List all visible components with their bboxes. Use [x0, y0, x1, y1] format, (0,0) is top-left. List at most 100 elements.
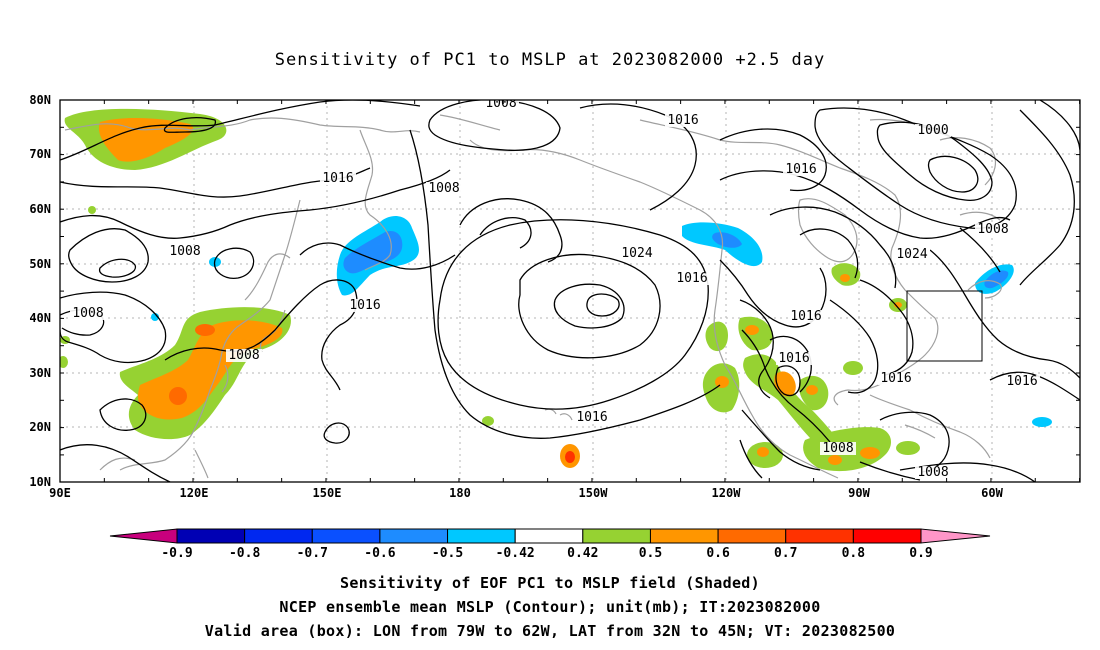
contour-label-bg [574, 411, 610, 424]
lon-tick-label: 150E [313, 486, 342, 500]
contour-label-bg [915, 124, 951, 137]
lon-tick-label: 120E [180, 486, 209, 500]
lon-tick-label: 60W [981, 486, 1003, 500]
contour-label-bg [167, 245, 203, 258]
contour-label-bg [347, 299, 383, 312]
contour-label-bg [426, 182, 462, 195]
lat-tick-label: 20N [29, 420, 51, 434]
contour-label: 1016 [667, 113, 698, 128]
lat-tick-label: 10N [29, 475, 51, 489]
negative-patch [984, 270, 1009, 289]
colorbar: -0.9 -0.8 -0.7 -0.6 -0.5 -0.42 0.42 0.5 0.6 0.7 0.… [109, 528, 991, 561]
contour-label: 1008 [169, 244, 200, 259]
contour-label: 1008 [917, 465, 948, 480]
contour-label: 1016 [1006, 374, 1037, 389]
axis-ticks [59, 99, 1081, 482]
lat-tick-label: 70N [29, 147, 51, 161]
contour-label-bg [70, 307, 106, 320]
colorbar-segment [649, 528, 719, 544]
contour-label: 1016 [880, 371, 911, 386]
lon-tick-label: 120W [712, 486, 742, 500]
contour-label-bg [894, 248, 930, 261]
colorbar-label: -0.6 [364, 546, 395, 561]
contour-label: 1008 [485, 96, 516, 111]
negative-patch [343, 230, 403, 274]
lon-tick-label: 150W [579, 486, 609, 500]
contour-label: 1008 [977, 222, 1008, 237]
contour-label-bg [665, 114, 701, 127]
contour-label-bg [975, 223, 1011, 236]
colorbar-segment [311, 528, 381, 544]
caption-line-1: Sensitivity of EOF PC1 to MSLP field (Sh… [340, 574, 760, 592]
lat-tick-label: 30N [29, 366, 51, 380]
contour-label-bg [674, 272, 710, 285]
positive-patch [828, 455, 842, 465]
contour-label: 1000 [917, 123, 948, 138]
contour-label: 1016 [322, 171, 353, 186]
contour-labels: 1008 1016 1008 1000 1016 1016 1008 1008 1024 1024… [70, 96, 1040, 480]
lon-tick-label: 90E [49, 486, 71, 500]
colorbar-segment [717, 528, 787, 544]
positive-patch [169, 387, 187, 405]
positive-patch [757, 447, 769, 457]
colorbar-label: -0.8 [229, 546, 260, 561]
colorbar-label: 0.6 [706, 546, 730, 561]
colorbar-label: -0.42 [496, 546, 535, 561]
positive-patch [843, 361, 863, 375]
colorbar-label: 0.8 [842, 546, 866, 561]
contour-label-bg [820, 442, 856, 455]
contour-label: 1016 [676, 271, 707, 286]
contour-label: 1016 [778, 351, 809, 366]
sensitivity-shading [60, 108, 1052, 472]
contour-label: 1016 [790, 309, 821, 324]
contour-label: 1008 [72, 306, 103, 321]
contour-label: 1016 [349, 298, 380, 313]
colorbar-label: 0.7 [774, 546, 797, 561]
caption-line-3: Valid area (box): LON from 79W to 62W, L… [204, 622, 896, 640]
colorbar-label: 0.5 [639, 546, 662, 561]
contour-label-bg [783, 163, 819, 176]
contour-label: 1008 [822, 441, 853, 456]
positive-patch [88, 206, 96, 214]
contour-label-bg [619, 247, 655, 260]
positive-patch [745, 325, 759, 335]
contour-label: 1008 [428, 181, 459, 196]
positive-patch [840, 274, 850, 282]
positive-patch [60, 356, 68, 368]
colorbar-segment [379, 528, 449, 544]
positive-patch [894, 302, 902, 308]
positive-patch [705, 321, 728, 352]
colorbar-segment [785, 528, 854, 544]
positive-patch [195, 324, 215, 336]
contour-label-bg [1004, 375, 1040, 388]
contour-label-bg [788, 310, 824, 323]
contour-label-bg [776, 352, 812, 365]
colorbar-segment [176, 528, 246, 544]
lon-tick-label: 90W [848, 486, 870, 500]
contour-label: 1016 [576, 410, 607, 425]
colorbar-label: -0.5 [432, 546, 463, 561]
colorbar-segment [582, 528, 651, 544]
contour-label-bg [878, 372, 914, 385]
contour-label-bg [483, 100, 519, 110]
positive-patch [806, 385, 818, 395]
colorbar-segment [514, 528, 584, 544]
colorbar-segment [244, 528, 313, 544]
positive-patch [565, 451, 575, 463]
contour-label-bg [226, 349, 262, 362]
chart-title: Sensitivity of PC1 to MSLP at 2023082000… [274, 50, 826, 70]
colorbar-label: 0.9 [909, 546, 932, 561]
valid-area-box [906, 290, 983, 362]
positive-patch [743, 354, 840, 447]
caption-line-2: NCEP ensemble mean MSLP (Contour); unit(… [279, 598, 821, 616]
colorbar-low-end [109, 528, 178, 544]
axis-labels: 90E 120E 150E 180 150W 120W 90W 60W 80N 70N 60N 50N… [29, 93, 1003, 500]
positive-patch [860, 447, 880, 459]
colorbar-label: -0.7 [297, 546, 328, 561]
contour-label: 1016 [785, 162, 816, 177]
contour-label: 1008 [228, 348, 259, 363]
contour-label-bg [320, 172, 356, 185]
contour-label: 1024 [621, 246, 652, 261]
lat-tick-label: 50N [29, 257, 51, 271]
